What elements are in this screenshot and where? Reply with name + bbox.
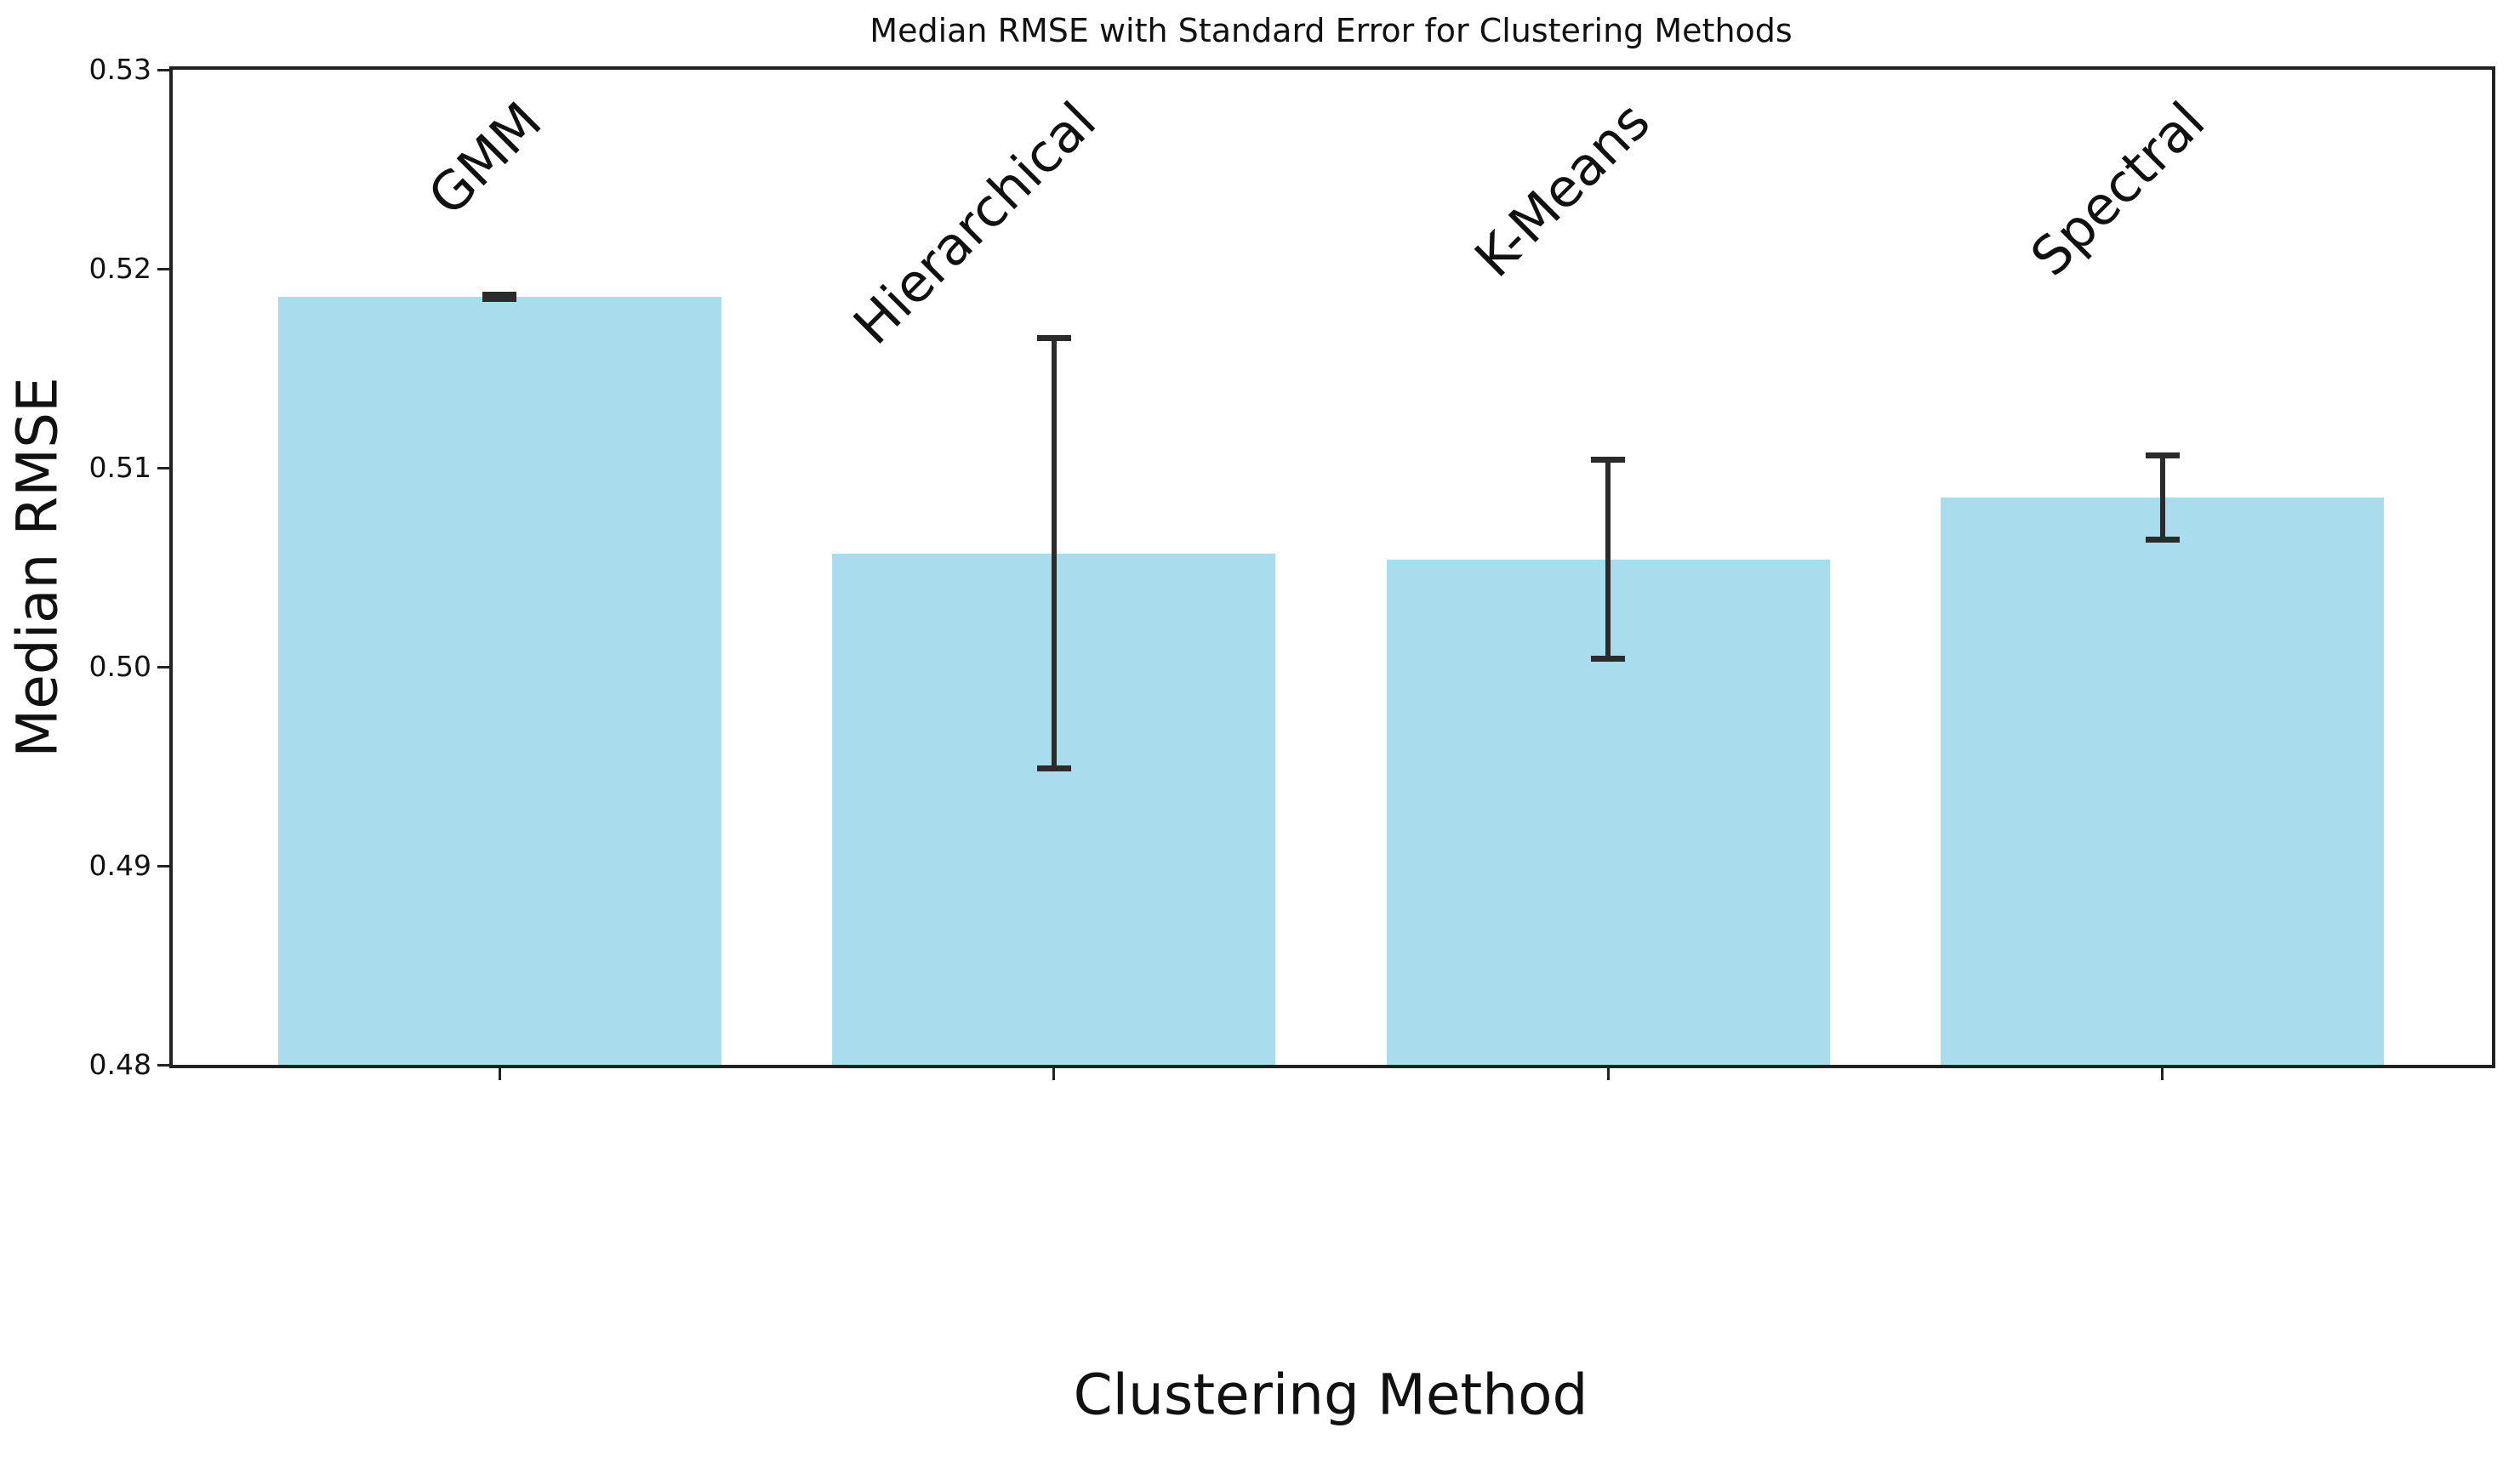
- y-tick-0.53: [157, 68, 169, 71]
- plot-area: GMM Hierarchical K-Means Spectral: [157, 66, 2495, 1080]
- error-line-hierarchical: [1051, 338, 1057, 769]
- error-cap-bottom-k-means: [1591, 656, 1626, 663]
- y-tick-label-0.50: 0.50: [88, 650, 151, 683]
- y-tick-label-0.51: 0.51: [88, 451, 151, 484]
- error-cap-top-k-means: [1591, 457, 1626, 464]
- y-axis-label: Median RMSE: [4, 377, 71, 758]
- x-axis-label: Clustering Method: [1073, 1362, 1588, 1428]
- spine-bottom: [169, 1065, 2493, 1068]
- spine-right: [2492, 66, 2495, 1068]
- y-tick-0.49: [157, 864, 169, 868]
- error-cap-top-gmm: [482, 291, 517, 298]
- spine-left: [169, 66, 173, 1068]
- x-tick-label-gmm: GMM: [416, 89, 554, 228]
- x-tick-label-spectral: Spectral: [2018, 89, 2217, 288]
- y-tick-0.48: [157, 1063, 169, 1067]
- x-tick-label-hierarchical: Hierarchical: [841, 89, 1109, 356]
- x-tick-hierarchical: [1052, 1068, 1056, 1080]
- error-cap-bottom-spectral: [2145, 536, 2180, 543]
- x-tick-label-k-means: K-Means: [1462, 89, 1662, 289]
- y-tick-label-0.49: 0.49: [88, 849, 151, 882]
- chart-title: Median RMSE with Standard Error for Clus…: [869, 12, 1793, 49]
- y-tick-label-0.52: 0.52: [88, 252, 151, 285]
- error-cap-bottom-gmm: [482, 295, 517, 302]
- y-tick-label-0.48: 0.48: [88, 1048, 151, 1081]
- error-line-spectral: [2159, 455, 2165, 540]
- spine-top: [169, 66, 2493, 70]
- x-tick-spectral: [2161, 1068, 2164, 1080]
- y-tick-0.50: [157, 665, 169, 668]
- x-tick-gmm: [498, 1068, 501, 1080]
- error-cap-bottom-hierarchical: [1036, 765, 1071, 771]
- x-tick-k-means: [1606, 1068, 1610, 1080]
- y-tick-0.52: [157, 267, 169, 270]
- error-line-k-means: [1605, 459, 1611, 659]
- bar-gmm: [277, 296, 721, 1065]
- error-cap-top-hierarchical: [1036, 335, 1071, 342]
- y-tick-label-0.53: 0.53: [88, 53, 151, 86]
- y-tick-0.51: [157, 466, 169, 469]
- error-cap-top-spectral: [2145, 452, 2180, 459]
- bar-spectral: [1941, 498, 2385, 1065]
